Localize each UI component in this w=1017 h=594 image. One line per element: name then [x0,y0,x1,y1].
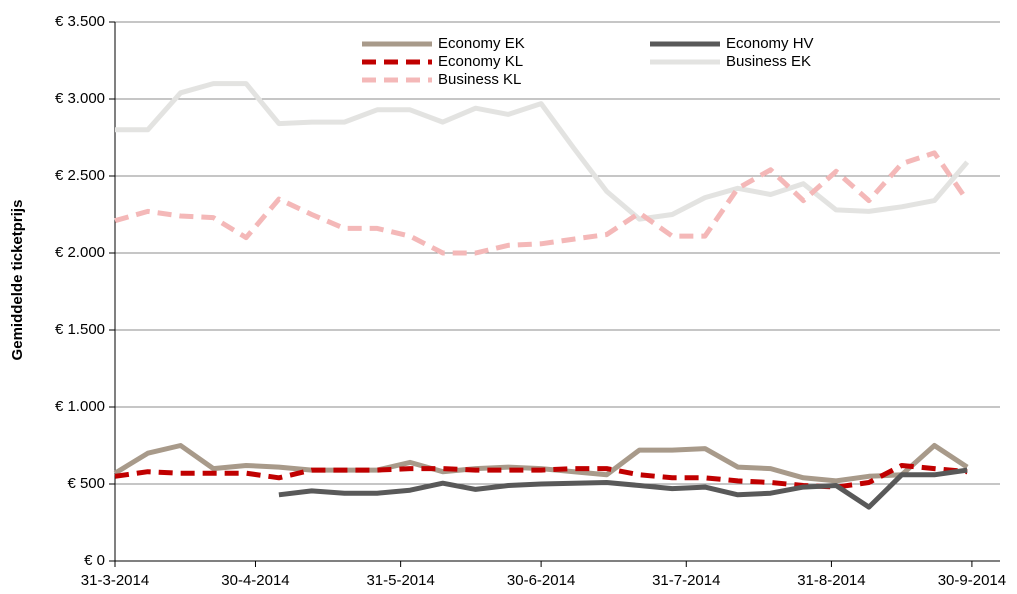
legend-label: Economy EK [438,35,525,52]
y-tick-label: € 3.500 [55,13,105,30]
y-tick-label: € 1.500 [55,321,105,338]
y-tick-label: € 3.000 [55,90,105,107]
y-tick-label: € 1.000 [55,398,105,415]
series-line [115,81,970,222]
y-tick-label: € 500 [67,475,105,492]
y-axis-label: Gemiddelde ticketprijs [9,200,26,361]
y-tick-label: € 2.500 [55,167,105,184]
x-tick-label: 30-9-2014 [938,572,1006,589]
series-line [113,443,969,484]
x-tick-label: 31-8-2014 [797,572,865,589]
legend-label: Economy KL [438,53,523,70]
x-tick-label: 31-3-2014 [81,572,149,589]
series-line [278,467,968,510]
x-tick-label: 31-7-2014 [652,572,720,589]
legend-label: Economy HV [726,35,814,52]
x-tick-label: 30-6-2014 [507,572,575,589]
legend-label: Business EK [726,53,811,70]
series-line [114,150,970,256]
x-tick-label: 30-4-2014 [221,572,289,589]
x-tick-label: 31-5-2014 [366,572,434,589]
legend-label: Business KL [438,71,521,88]
y-tick-label: € 0 [84,552,105,569]
y-tick-label: € 2.000 [55,244,105,261]
